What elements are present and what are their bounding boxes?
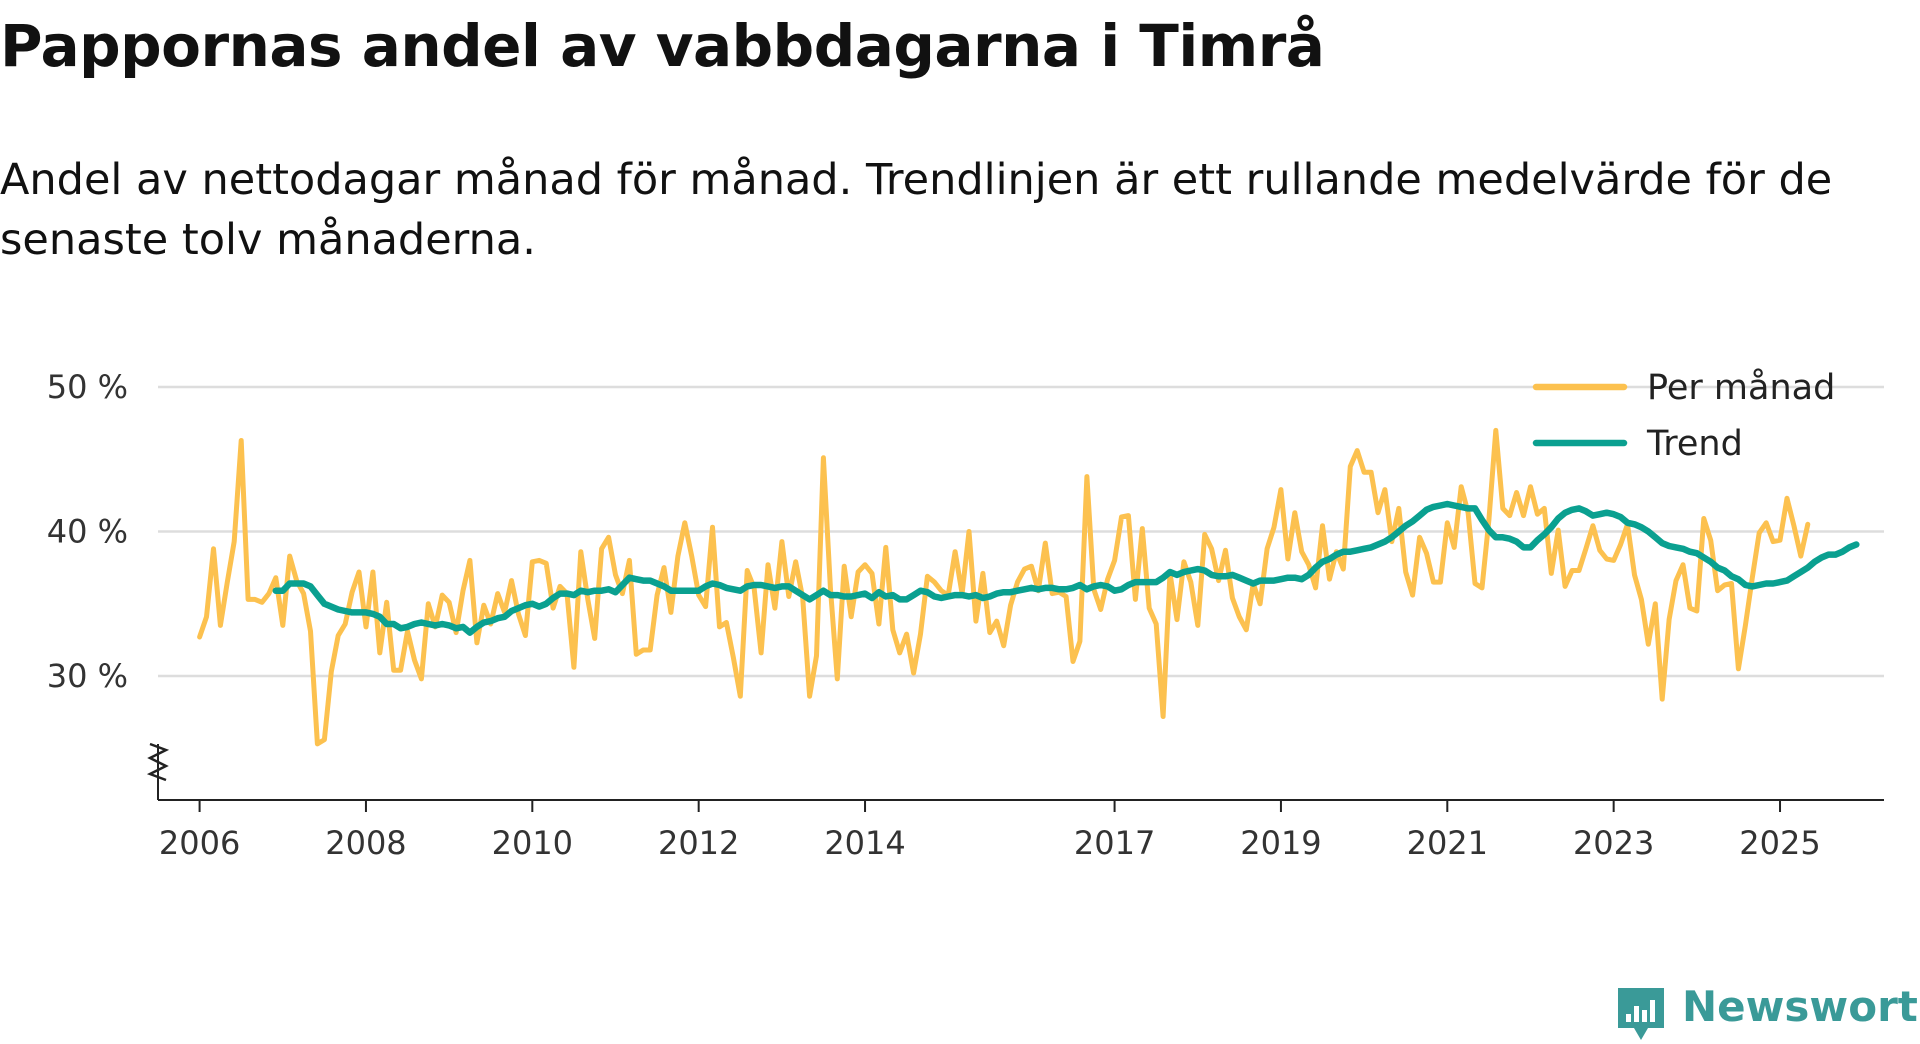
x-tick-label: 2008	[325, 824, 406, 862]
newsworthy-logo-icon	[1618, 988, 1664, 1040]
y-tick-label: 30 %	[47, 657, 128, 695]
x-tick-label: 2014	[824, 824, 905, 862]
x-tick-label: 2006	[159, 824, 240, 862]
series-line-trend	[272, 500, 1860, 636]
x-tick-label: 2017	[1074, 824, 1155, 862]
x-tick-label: 2023	[1573, 824, 1654, 862]
y-axis-ticks: 30 % 40 % 50 %	[47, 368, 128, 695]
chart-subtitle: Andel av nettodagar månad för månad. Tre…	[0, 155, 1833, 265]
brand: Newsworthy	[1614, 982, 1920, 1040]
legend-label: Trend	[1646, 424, 1743, 464]
x-tick-label: 2012	[658, 824, 739, 862]
x-tick-label: 2019	[1240, 824, 1321, 862]
x-tick-label: 2021	[1407, 824, 1488, 862]
chart-title: Pappornas andel av vabbdagarna i Timrå	[0, 12, 1325, 80]
axis-break-icon	[146, 742, 170, 782]
y-tick-label: 50 %	[47, 368, 128, 406]
y-tick-label: 40 %	[47, 513, 128, 551]
series-line-per-manad	[197, 427, 1811, 747]
x-axis	[146, 742, 1884, 801]
legend-label: Per månad	[1647, 367, 1835, 408]
x-axis-ticks: 2006 2008 2010 2012 2014 2017 2019 2021 2023 2025	[159, 800, 1821, 862]
x-tick-label: 2025	[1739, 824, 1820, 862]
x-tick-label: 2010	[492, 824, 573, 862]
brand-name: Newsworthy	[1682, 982, 1920, 1031]
legend: Per månad Trend	[1532, 367, 1835, 464]
series-lines	[197, 427, 1860, 747]
